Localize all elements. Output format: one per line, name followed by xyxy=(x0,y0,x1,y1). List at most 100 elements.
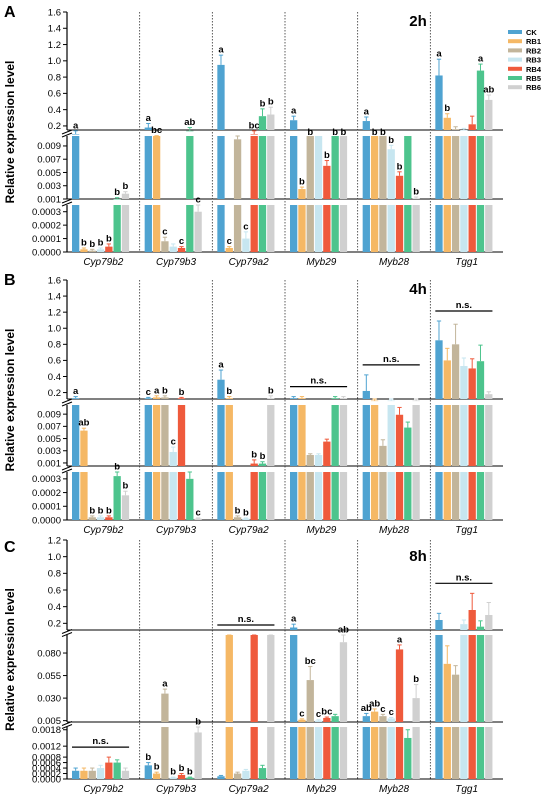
bar-segment xyxy=(194,211,202,252)
axis-break-mark xyxy=(61,401,73,407)
bar-tgg1-rb1 xyxy=(443,645,451,779)
significance-letter: c xyxy=(316,709,321,720)
bar-segment xyxy=(370,136,379,199)
ns-bracket-label: n.s. xyxy=(383,354,399,365)
bar-segment xyxy=(217,136,225,199)
significance-letter: b xyxy=(145,752,151,763)
y-tick-label: 0.0000 xyxy=(32,515,61,526)
bar-segment xyxy=(412,727,420,779)
bar-segment xyxy=(152,136,161,199)
ns-bracket-label: n.s. xyxy=(238,614,254,625)
y-tick-label: 0.009 xyxy=(37,141,61,152)
bar-segment xyxy=(412,472,420,520)
bar-segment xyxy=(113,762,121,779)
bar-segment xyxy=(339,472,348,520)
bar-segment xyxy=(323,472,331,520)
bar-myb29-rb4 xyxy=(323,438,331,520)
bar-myb28-rb4: a xyxy=(395,634,404,779)
bar-cyp79b2-rb5 xyxy=(113,759,121,779)
x-category-label: Myb29 xyxy=(306,257,336,268)
bar-segment xyxy=(412,400,420,402)
bar-segment xyxy=(96,517,105,520)
bar-myb29-rb3 xyxy=(314,453,323,520)
bar-segment xyxy=(161,405,169,466)
x-category-label: Myb28 xyxy=(379,784,409,795)
bar-segment xyxy=(435,340,443,399)
bar-segment xyxy=(169,246,177,252)
y-axis-segment: 0.0000 0.0001 0.0002 0.0003 xyxy=(32,472,503,526)
bar-segment xyxy=(460,366,468,399)
bar-tgg1-rb6 xyxy=(485,391,493,520)
axis-break-mark xyxy=(61,465,73,471)
y-tick-label: 0.001 xyxy=(37,458,61,469)
bar-segment xyxy=(443,205,451,252)
bar-segment xyxy=(412,205,420,252)
y-tick-label: 0.0003 xyxy=(32,474,61,485)
y-tick-label: 0.0001 xyxy=(32,502,61,513)
bar-cyp79b3-rb2: a xyxy=(161,679,169,779)
bar-segment xyxy=(186,130,194,132)
x-category-label: Cyp79a2 xyxy=(229,525,269,536)
significance-letter: ab xyxy=(361,703,372,714)
bar-segment xyxy=(217,472,225,520)
bar-myb28-rb3: b xyxy=(387,135,395,252)
significance-letter: b xyxy=(260,98,266,109)
bar-segment xyxy=(404,737,412,779)
bar-myb28-rb6 xyxy=(412,398,420,520)
bar-myb29-rb2 xyxy=(306,453,314,520)
bar-segment xyxy=(339,205,348,252)
significance-letter: a xyxy=(162,679,168,690)
bar-segment xyxy=(80,430,88,466)
bar-cyp79b2-rb2: b xyxy=(88,239,96,252)
bar-cyp79a2-rb1: b xyxy=(225,386,233,520)
bar-myb28-rb1 xyxy=(370,398,379,520)
bar-segment xyxy=(323,727,331,779)
x-category-label: Cyp79b3 xyxy=(156,784,196,795)
bar-tgg1-rb2 xyxy=(451,323,460,520)
bar-segment xyxy=(485,405,493,466)
bar-segment xyxy=(395,472,404,520)
bar-segment xyxy=(250,136,258,199)
x-category-label: Cyp79b2 xyxy=(83,525,123,536)
y-tick-label: 1.0 xyxy=(48,552,61,563)
y-tick-label: 1.6 xyxy=(48,7,61,18)
significance-letter: c xyxy=(227,236,232,247)
bar-segment xyxy=(314,727,323,779)
bar-segment xyxy=(362,716,370,722)
significance-letter: a xyxy=(73,120,79,131)
significance-letter: bc xyxy=(151,125,162,136)
bar-segment xyxy=(379,136,387,199)
bar-segment xyxy=(339,138,348,140)
bar-cyp79b2-rb1: b xyxy=(80,237,88,252)
significance-letter: b xyxy=(114,187,120,198)
y-tick-label: 0.2 xyxy=(48,619,61,630)
significance-letter: b xyxy=(260,451,266,462)
axis-break-mark xyxy=(61,724,73,729)
bar-segment xyxy=(290,205,298,252)
bar-segment xyxy=(144,127,152,130)
bar-segment xyxy=(451,405,460,466)
bar-segment xyxy=(476,136,485,199)
y-tick-label: 0.0000 xyxy=(32,774,61,785)
bar-segment xyxy=(362,727,370,779)
y-tick-label: 0.6 xyxy=(48,89,61,100)
bar-segment xyxy=(306,727,314,779)
bar-segment xyxy=(250,463,258,466)
legend-swatch-rb4 xyxy=(508,66,522,71)
bar-segment xyxy=(387,149,395,199)
bar-segment xyxy=(460,472,468,520)
bar-segment xyxy=(290,627,298,630)
bar-cyp79a2-rb4 xyxy=(250,634,258,779)
y-tick-label: 1.2 xyxy=(48,40,61,51)
bar-segment xyxy=(306,455,314,466)
bar-segment xyxy=(242,238,250,252)
bar-segment xyxy=(331,716,339,722)
bar-segment xyxy=(72,134,80,135)
bar-tgg1-rb3 xyxy=(460,619,468,779)
bar-segment xyxy=(242,770,250,779)
bar-segment xyxy=(96,768,105,779)
bar-segment xyxy=(370,138,379,139)
bar-myb29-ck: a xyxy=(290,614,298,779)
bar-cyp79a2-ck: a xyxy=(217,45,225,252)
